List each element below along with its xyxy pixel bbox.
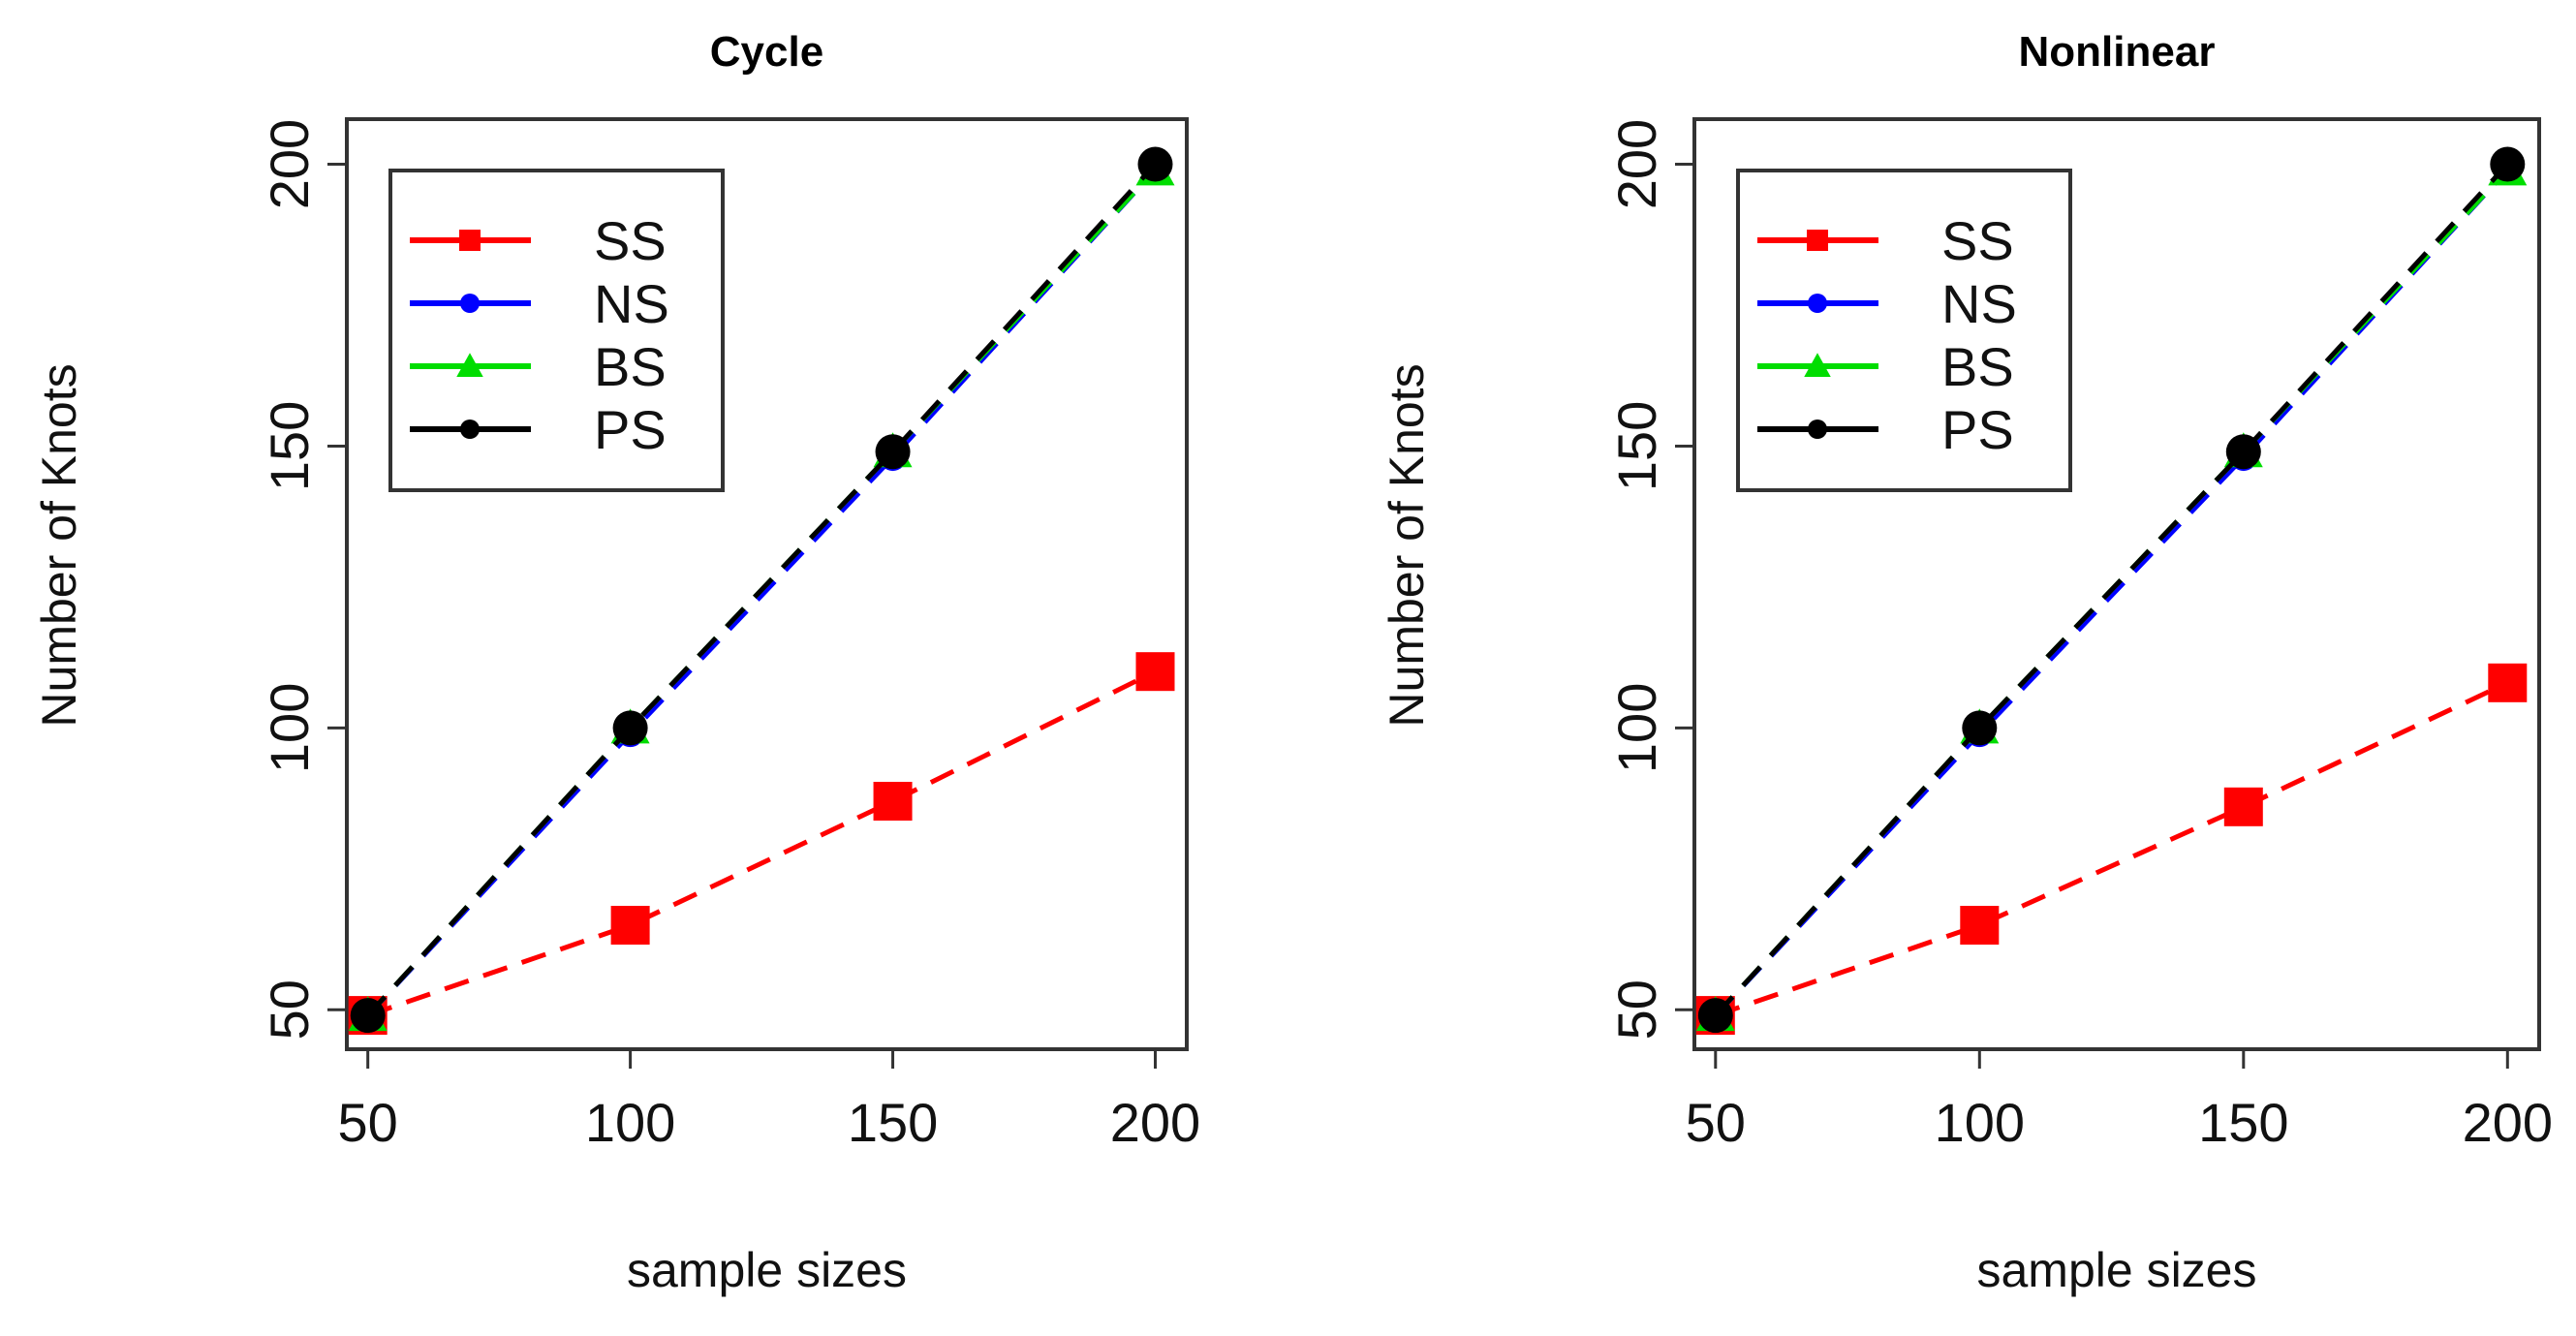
legend-label: BS [1941,336,2014,397]
legend-label: BS [594,336,667,397]
chart-title: Cycle [710,28,823,76]
chart-title: Nonlinear [2019,28,2216,76]
series-ps [350,146,1173,1034]
data-point-ss [1960,906,2000,945]
series-ss [348,652,1175,1036]
x-tick-label: 50 [338,1092,398,1153]
legend-label: PS [594,399,667,460]
y-tick-label: 100 [1606,683,1667,773]
series-line-ps [365,162,1158,1017]
legend-label: PS [1941,399,2014,460]
y-axis-label: Number of Knots [1380,363,1434,727]
legend-label: SS [594,210,667,271]
series-ss [1695,663,2528,1036]
series-ps [1697,146,2526,1034]
y-tick-label: 100 [259,683,320,773]
legend-box [1736,169,2072,492]
x-tick-label: 150 [2198,1092,2288,1153]
legend-label: SS [1941,210,2014,271]
legend-label: NS [594,273,669,334]
y-tick-label: 50 [259,979,320,1040]
chart-panel: Nonlinear 50 100 150 200 50 100 150 200 sample si… [1380,28,2553,1297]
y-tick-label: 200 [1606,119,1667,209]
data-point-ps [2225,434,2261,470]
series-line-ps [1713,162,2510,1017]
y-tick-label: 200 [259,119,320,209]
series-line-ss [1714,680,2509,1018]
legend-marker-ss [459,230,481,251]
data-point-ps [1137,146,1173,182]
legend-marker-ps [1808,419,1827,439]
data-point-ps [2490,146,2526,182]
data-point-ps [612,710,648,746]
legend-marker-ss [1807,230,1828,251]
legend-label: NS [1941,273,2017,334]
x-tick-label: 200 [1110,1092,1200,1153]
legend-marker-ns [1808,294,1827,313]
legend-box [388,169,725,492]
x-tick-label: 100 [1935,1092,2025,1153]
data-point-ss [2488,663,2528,702]
x-tick-label: 100 [585,1092,675,1153]
data-point-ss [2223,787,2263,826]
data-point-ss [1135,652,1175,692]
legend-marker-ps [460,419,480,439]
y-tick-label: 150 [1606,401,1667,491]
series-line-ss [366,668,1157,1018]
data-point-ss [610,906,650,945]
y-axis-label: Number of Knots [32,363,86,727]
data-point-ps [875,434,911,470]
x-tick-label: 50 [1686,1092,1746,1153]
legend-marker-bs [1804,353,1831,377]
x-tick-label: 200 [2463,1092,2553,1153]
legend-marker-bs [456,353,483,377]
y-tick-label: 50 [1606,979,1667,1040]
x-axis-label: sample sizes [1977,1243,2257,1297]
legend-marker-ns [460,294,480,313]
data-point-ss [873,782,913,821]
data-point-ps [1697,998,1733,1034]
data-point-ps [350,998,386,1034]
x-tick-label: 150 [848,1092,938,1153]
y-tick-label: 150 [259,401,320,491]
chart-panel: Cycle 50 100 150 200 50 100 150 200 sample sizes N… [32,28,1200,1297]
x-axis-label: sample sizes [627,1243,907,1297]
series-line-ns [1713,168,2510,1017]
data-point-ps [1962,710,1998,746]
